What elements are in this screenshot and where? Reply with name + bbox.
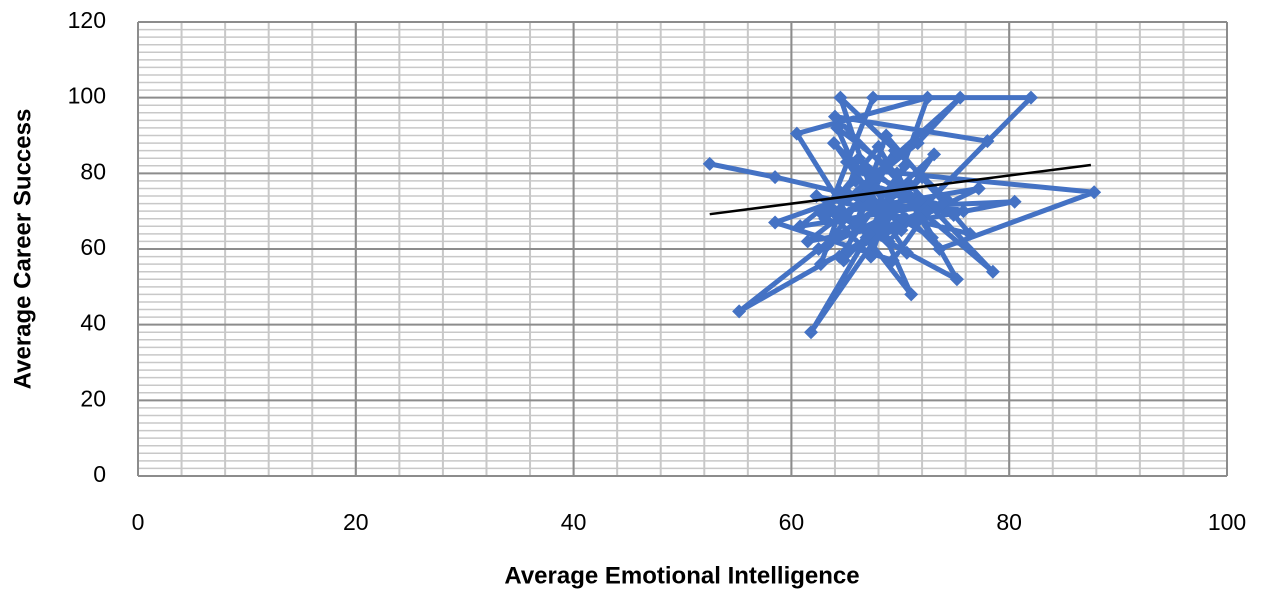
point xyxy=(899,245,914,260)
point xyxy=(848,173,863,188)
point xyxy=(820,238,835,253)
point xyxy=(881,234,896,249)
x-tick-label: 60 xyxy=(779,509,805,535)
x-axis-title: Average Emotional Intelligence xyxy=(504,562,859,589)
point xyxy=(849,215,864,230)
point xyxy=(1023,90,1038,105)
point xyxy=(866,90,881,105)
point xyxy=(885,253,900,268)
x-tick-label: 40 xyxy=(561,509,587,535)
point xyxy=(935,196,950,211)
point xyxy=(962,226,977,241)
point xyxy=(851,151,866,166)
point xyxy=(894,223,909,238)
point xyxy=(920,90,935,105)
point xyxy=(879,128,894,143)
point xyxy=(855,162,870,177)
x-tick-label: 80 xyxy=(996,509,1022,535)
point xyxy=(927,147,942,162)
point xyxy=(839,154,854,169)
point xyxy=(953,90,968,105)
point xyxy=(890,166,905,181)
point xyxy=(932,242,947,256)
point xyxy=(915,170,930,185)
y-tick-label: 80 xyxy=(80,158,106,184)
point xyxy=(861,226,876,241)
point xyxy=(768,215,783,230)
y-tick-label: 20 xyxy=(80,385,106,411)
point xyxy=(768,170,783,185)
y-tick-label: 0 xyxy=(93,461,106,487)
point xyxy=(789,126,804,141)
point xyxy=(702,156,717,171)
y-tick-label: 60 xyxy=(80,234,106,260)
y-tick-label: 120 xyxy=(68,7,106,33)
y-tick-label: 40 xyxy=(80,310,106,336)
x-tick-label: 100 xyxy=(1208,509,1246,535)
point xyxy=(887,143,902,158)
point xyxy=(956,204,971,219)
point xyxy=(826,136,841,151)
point xyxy=(793,219,808,234)
point xyxy=(800,234,815,249)
point xyxy=(910,136,925,151)
point xyxy=(924,230,939,245)
point xyxy=(971,181,986,196)
y-axis-title: Average Career Success xyxy=(9,109,36,390)
point xyxy=(895,211,910,226)
x-tick-label: 20 xyxy=(343,509,369,535)
point xyxy=(985,264,1000,279)
point xyxy=(804,325,819,340)
point xyxy=(827,109,842,124)
point xyxy=(873,200,888,215)
point xyxy=(904,287,919,302)
point xyxy=(1087,185,1102,200)
trendline xyxy=(709,163,1092,216)
point xyxy=(830,120,845,135)
point xyxy=(920,204,935,219)
point xyxy=(897,158,912,173)
point xyxy=(833,90,848,105)
point xyxy=(980,134,995,149)
point xyxy=(912,192,927,207)
point xyxy=(1007,194,1022,209)
point xyxy=(949,272,964,287)
point xyxy=(732,304,747,319)
point xyxy=(871,139,886,154)
point xyxy=(856,189,871,204)
point xyxy=(832,249,847,264)
y-tick-label: 100 xyxy=(68,83,106,109)
point xyxy=(863,249,878,264)
x-tick-label: 0 xyxy=(132,509,145,535)
point xyxy=(813,257,828,272)
point xyxy=(815,207,830,222)
